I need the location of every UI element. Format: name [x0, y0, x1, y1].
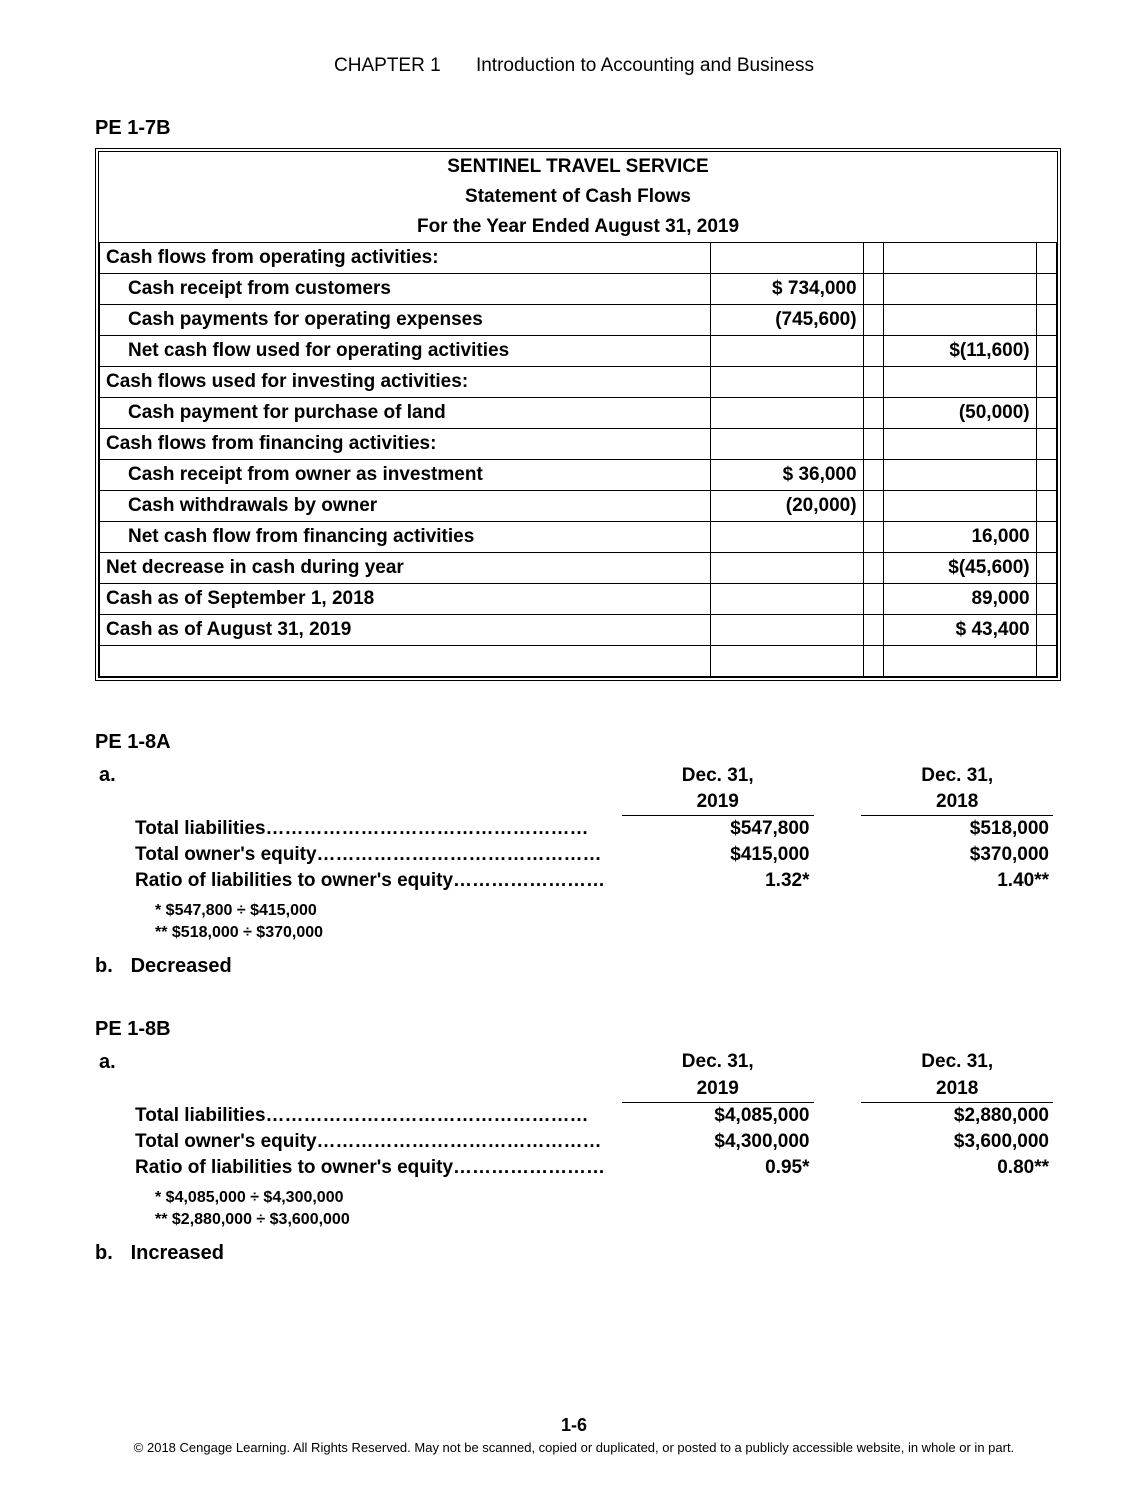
row-label: Cash flows from financing activities:	[100, 429, 711, 460]
row-label: Cash receipt from customers	[100, 274, 711, 305]
value: 0.95*	[622, 1155, 814, 1181]
value: $4,300,000	[622, 1129, 814, 1155]
value: 1.40**	[861, 868, 1053, 894]
amount: $ 36,000	[710, 460, 863, 491]
row-label: Net cash flow used for operating activit…	[100, 336, 711, 367]
row-label: Cash flows used for investing activities…	[100, 367, 711, 398]
exercise-8b-block: a. Dec. 31, Dec. 31, 2019 2018 Total lia…	[95, 1049, 1053, 1265]
row-label: Cash payment for purchase of land	[100, 398, 711, 429]
amount: $(45,600)	[883, 553, 1036, 584]
row-label: Total owner's equity………………………………………	[95, 842, 622, 868]
col-header: Dec. 31,	[861, 762, 1053, 789]
value: $370,000	[861, 842, 1053, 868]
amount: (20,000)	[710, 491, 863, 522]
amount: (50,000)	[883, 398, 1036, 429]
calc-note: * $4,085,000 ÷ $4,300,000 ** $2,880,000 …	[95, 1187, 1053, 1232]
col-header: 2018	[861, 789, 1053, 816]
col-header: Dec. 31,	[622, 1049, 814, 1076]
row-label: Cash as of September 1, 2018	[100, 584, 711, 615]
exercise-8b-label: PE 1-8B	[95, 1018, 1053, 1041]
col-header: 2019	[622, 1076, 814, 1103]
row-label: Total liabilities……………………………………………	[95, 816, 622, 843]
amount: $ 734,000	[710, 274, 863, 305]
value: $518,000	[861, 816, 1053, 843]
exercise-8a-label: PE 1-8A	[95, 731, 1053, 754]
company-name: SENTINEL TRAVEL SERVICE	[100, 152, 1057, 182]
value: $4,085,000	[622, 1102, 814, 1129]
row-label: Cash as of August 31, 2019	[100, 615, 711, 646]
value: $547,800	[622, 816, 814, 843]
row-label: Net cash flow from financing activities	[100, 522, 711, 553]
cash-flow-statement: SENTINEL TRAVEL SERVICE Statement of Cas…	[95, 148, 1061, 681]
row-label: Ratio of liabilities to owner's equity………	[95, 1155, 622, 1181]
statement-period: For the Year Ended August 31, 2019	[100, 212, 1057, 243]
amount: 89,000	[883, 584, 1036, 615]
value: 1.32*	[622, 868, 814, 894]
col-header: Dec. 31,	[622, 762, 814, 789]
calc-note: * $547,800 ÷ $415,000 ** $518,000 ÷ $370…	[95, 900, 1053, 945]
part-a-label: a.	[99, 764, 129, 787]
row-label: Cash flows from operating activities:	[100, 243, 711, 274]
value: $2,880,000	[861, 1102, 1053, 1129]
amount: $ 43,400	[883, 615, 1036, 646]
row-label: Cash receipt from owner as investment	[100, 460, 711, 491]
col-header: 2019	[622, 789, 814, 816]
amount: $(11,600)	[883, 336, 1036, 367]
row-label: Total liabilities……………………………………………	[95, 1102, 622, 1129]
value: $3,600,000	[861, 1129, 1053, 1155]
amount: (745,600)	[710, 305, 863, 336]
chapter-title: Introduction to Accounting and Business	[476, 55, 814, 76]
row-label: Cash payments for operating expenses	[100, 305, 711, 336]
value: 0.80**	[861, 1155, 1053, 1181]
page-footer: 1-6 © 2018 Cengage Learning. All Rights …	[0, 1415, 1148, 1455]
row-label: Net decrease in cash during year	[100, 553, 711, 584]
amount: 16,000	[883, 522, 1036, 553]
col-header: 2018	[861, 1076, 1053, 1103]
part-b-answer: b. Decreased	[95, 955, 1053, 978]
part-b-answer: b. Increased	[95, 1242, 1053, 1265]
value: $415,000	[622, 842, 814, 868]
page-number: 1-6	[0, 1415, 1148, 1436]
exercise-7b-label: PE 1-7B	[95, 117, 1053, 140]
col-header: Dec. 31,	[861, 1049, 1053, 1076]
part-a-label: a.	[99, 1051, 129, 1074]
row-label: Ratio of liabilities to owner's equity………	[95, 868, 622, 894]
row-label: Cash withdrawals by owner	[100, 491, 711, 522]
chapter-label: CHAPTER 1	[334, 55, 441, 76]
exercise-8a-block: a. Dec. 31, Dec. 31, 2019 2018 Total lia…	[95, 762, 1053, 978]
page-header: CHAPTER 1 Introduction to Accounting and…	[95, 55, 1053, 77]
page: CHAPTER 1 Introduction to Accounting and…	[0, 0, 1148, 1485]
copyright: © 2018 Cengage Learning. All Rights Rese…	[134, 1440, 1014, 1455]
statement-title: Statement of Cash Flows	[100, 182, 1057, 212]
row-label: Total owner's equity………………………………………	[95, 1129, 622, 1155]
